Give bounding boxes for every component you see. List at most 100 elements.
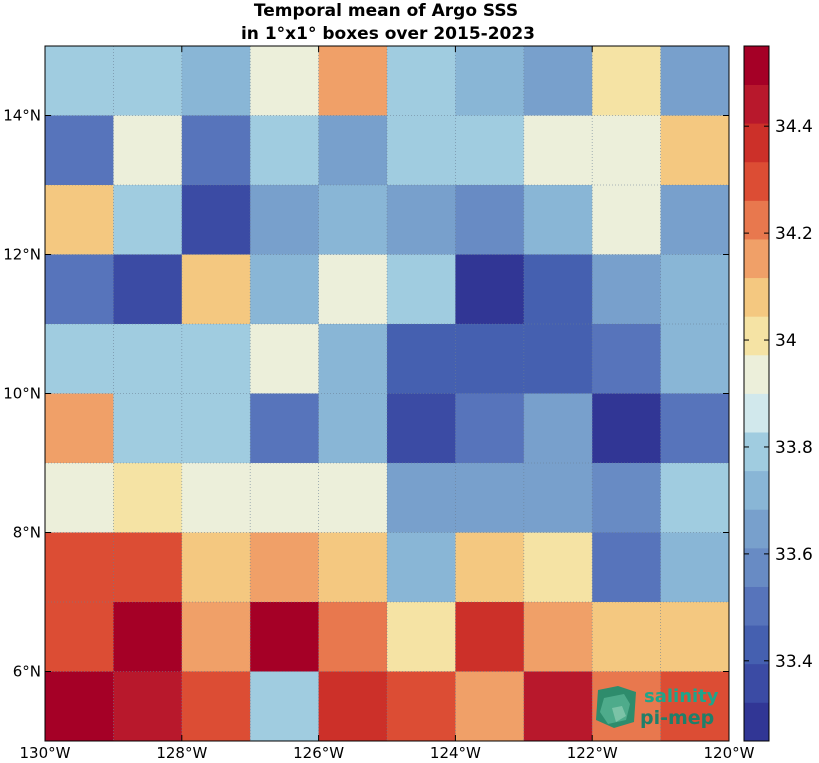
heatmap-cell — [181, 602, 251, 672]
heatmap-cell — [250, 185, 319, 255]
logo-emblem-icon — [596, 686, 636, 728]
heatmap-cell — [387, 254, 456, 325]
heatmap-cell — [660, 463, 730, 533]
heatmap-cell — [181, 671, 251, 742]
colorbar-segment — [744, 586, 769, 626]
heatmap-cell — [45, 115, 114, 186]
colorbar-segment — [744, 161, 769, 201]
grid-lines — [45, 46, 729, 741]
colorbar-segment — [744, 509, 769, 549]
logo-line-2: pi-mep — [640, 707, 714, 729]
heatmap-cell — [387, 46, 456, 116]
heatmap-cell — [318, 671, 388, 742]
x-tick-label: 130°W — [20, 744, 71, 762]
logo-line-1: salinity — [644, 686, 719, 707]
colorbar-tick-label: 33.6 — [775, 545, 813, 565]
heatmap-cell — [181, 185, 251, 255]
heatmap-cell — [113, 185, 183, 255]
x-tick-label: 120°W — [704, 744, 755, 762]
heatmap-cell — [250, 532, 319, 603]
heatmap-cell — [592, 46, 661, 116]
heatmap-cell — [523, 254, 593, 325]
colorbar-tick-label: 34 — [775, 331, 797, 351]
heatmap-cell — [181, 115, 251, 186]
heatmap-cell — [523, 393, 593, 464]
heatmap-cell — [45, 254, 114, 325]
colorbar-segment — [744, 547, 769, 587]
heatmap-cell — [113, 324, 183, 394]
title-line-1: Temporal mean of Argo SSS — [254, 1, 518, 21]
heatmap-cell — [113, 393, 183, 464]
colorbar-tick-label: 33.8 — [775, 438, 813, 458]
heatmap-cell — [113, 602, 183, 672]
colorbar-segment — [744, 702, 769, 742]
title-line-2: in 1°x1° boxes over 2015-2023 — [241, 24, 535, 44]
heatmap-cell — [387, 463, 456, 533]
heatmap-cell — [387, 671, 456, 742]
heatmap-cell — [592, 115, 661, 186]
heatmap-cell — [455, 393, 525, 464]
heatmap-cell — [45, 463, 114, 533]
heatmap-cell — [592, 532, 661, 603]
heatmap-cell — [113, 46, 183, 116]
salinity-pi-mep-logo: salinity pi-mep — [596, 686, 719, 729]
colorbar-frame — [743, 45, 770, 742]
heatmap-cell — [455, 463, 525, 533]
heatmap-cell — [318, 602, 388, 672]
colorbar-tick-label: 34.4 — [775, 117, 813, 137]
heatmap-cell — [45, 46, 114, 116]
heatmap-cell — [455, 254, 525, 325]
heatmap-cell — [387, 532, 456, 603]
colorbar-segment — [744, 277, 769, 317]
colorbar-segment — [744, 316, 769, 356]
colorbar-segment — [744, 123, 769, 163]
heatmap-cell — [318, 254, 388, 325]
heatmap-cell — [523, 324, 593, 394]
heatmap-cell — [45, 185, 114, 255]
heatmap-cell — [318, 115, 388, 186]
heatmap-cell — [660, 602, 730, 672]
heatmap-cell — [318, 463, 388, 533]
heatmap-cell — [455, 671, 525, 742]
heatmap-cell — [181, 324, 251, 394]
heatmap-cell — [45, 532, 114, 603]
heatmap-cell — [455, 185, 525, 255]
heatmap-cell — [660, 324, 730, 394]
heatmap-cell — [250, 602, 319, 672]
x-tick-label: 126°W — [293, 744, 344, 762]
heatmap-cell — [318, 185, 388, 255]
y-tick-label: 8°N — [13, 524, 41, 542]
heatmap-cell — [113, 254, 183, 325]
heatmap-cell — [181, 393, 251, 464]
heatmap-cell — [113, 532, 183, 603]
heatmap-cell — [523, 46, 593, 116]
heatmap-cell — [318, 532, 388, 603]
heatmap-cell — [181, 532, 251, 603]
heatmap-cell — [113, 463, 183, 533]
heatmap-cell — [113, 671, 183, 742]
heatmap-cell — [318, 393, 388, 464]
heatmap-cell — [523, 463, 593, 533]
heatmap-cell — [45, 602, 114, 672]
heatmap-cell — [523, 532, 593, 603]
colorbar-tick-label: 34.2 — [775, 224, 813, 244]
heatmap-cell — [181, 46, 251, 116]
y-tick-label: 12°N — [3, 246, 41, 264]
colorbar-segment — [744, 84, 769, 124]
heatmap-cell — [250, 463, 319, 533]
heatmap-cell — [387, 393, 456, 464]
heatmap-cell — [455, 532, 525, 603]
x-tick-label: 124°W — [430, 744, 481, 762]
heatmap-cell — [523, 602, 593, 672]
heatmap-cell — [318, 324, 388, 394]
heatmap-cell — [592, 185, 661, 255]
heatmap-cell — [250, 46, 319, 116]
colorbar-tick-label: 33.4 — [775, 652, 813, 672]
colorbar-segment — [744, 432, 769, 472]
heatmap-cell — [660, 393, 730, 464]
heatmap-cell — [592, 463, 661, 533]
x-axis: 130°W 128°W 126°W 124°W 122°W 120°W — [20, 46, 755, 762]
chart-title: Temporal mean of Argo SSS in 1°x1° boxes… — [241, 1, 535, 44]
heatmap-cell — [660, 671, 730, 742]
heatmap-cell — [45, 324, 114, 394]
